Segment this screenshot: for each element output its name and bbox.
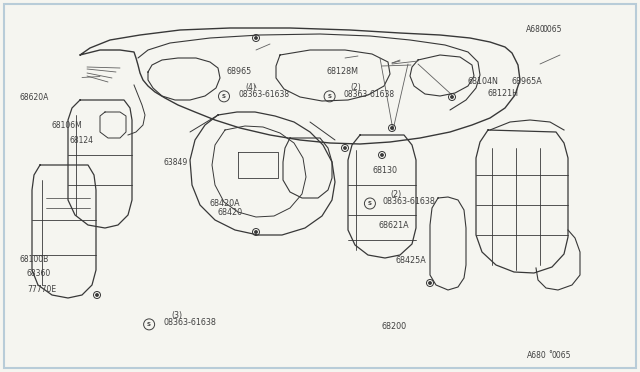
- Text: 68100B: 68100B: [19, 255, 49, 264]
- Text: 68620A: 68620A: [19, 93, 49, 102]
- Text: S: S: [328, 94, 332, 99]
- Text: 08363-61638: 08363-61638: [238, 90, 289, 99]
- Text: 68200: 68200: [381, 322, 406, 331]
- Text: 68124: 68124: [69, 136, 93, 145]
- Text: 68621A: 68621A: [379, 221, 410, 230]
- Text: (3): (3): [172, 311, 182, 320]
- Text: 68106M: 68106M: [51, 121, 82, 130]
- Text: 68104N: 68104N: [467, 77, 498, 86]
- Text: 63849: 63849: [164, 158, 188, 167]
- Text: 77770E: 77770E: [27, 285, 56, 294]
- Text: 68130: 68130: [372, 166, 397, 175]
- Text: 08363-61638: 08363-61638: [383, 198, 436, 206]
- Text: 68420A: 68420A: [210, 199, 241, 208]
- Text: S: S: [368, 201, 372, 206]
- Text: 0065: 0065: [552, 350, 572, 359]
- Circle shape: [255, 37, 257, 39]
- Text: 68965A: 68965A: [512, 77, 543, 86]
- Text: 68420: 68420: [218, 208, 243, 217]
- Text: 68128M: 68128M: [326, 67, 358, 76]
- Text: (2): (2): [351, 83, 362, 92]
- Circle shape: [255, 231, 257, 233]
- Text: 0065: 0065: [543, 25, 562, 34]
- Text: A680: A680: [527, 350, 547, 359]
- Circle shape: [451, 96, 453, 98]
- Text: S: S: [147, 322, 151, 327]
- Circle shape: [391, 127, 393, 129]
- Circle shape: [96, 294, 98, 296]
- Text: S: S: [222, 94, 226, 99]
- Circle shape: [381, 154, 383, 156]
- Text: 08363-61638: 08363-61638: [344, 90, 395, 99]
- Text: 68965: 68965: [227, 67, 252, 76]
- Text: 68425A: 68425A: [396, 256, 426, 265]
- Text: 68121H: 68121H: [488, 89, 518, 98]
- Text: °: °: [548, 350, 552, 359]
- Text: A680: A680: [526, 25, 546, 34]
- FancyBboxPatch shape: [4, 4, 636, 368]
- Circle shape: [429, 282, 431, 284]
- Text: 08363-61638: 08363-61638: [163, 318, 216, 327]
- Circle shape: [344, 147, 346, 149]
- Text: 68360: 68360: [27, 269, 51, 278]
- Text: (2): (2): [390, 190, 402, 199]
- Text: (4): (4): [246, 83, 257, 92]
